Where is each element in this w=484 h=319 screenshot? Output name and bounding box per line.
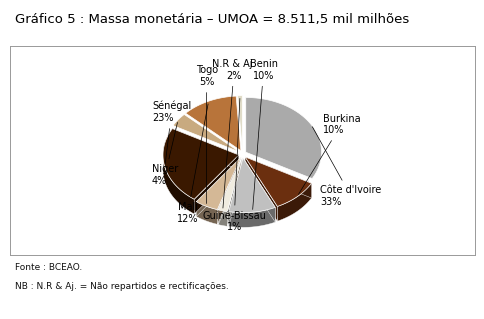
Text: Togo
5%: Togo 5% [195,65,217,204]
Polygon shape [242,158,275,222]
Polygon shape [228,207,275,227]
PathPatch shape [185,96,241,151]
Polygon shape [163,129,194,214]
Polygon shape [197,198,219,221]
Text: Guiné-Bissau
1%: Guiné-Bissau 1% [202,99,265,232]
Text: Sénégal
23%: Sénégal 23% [151,101,191,164]
PathPatch shape [244,157,311,206]
Polygon shape [218,158,241,225]
Text: NB : N.R & Aj. = Não repartidos e rectificações.: NB : N.R & Aj. = Não repartidos e rectif… [15,282,228,291]
PathPatch shape [228,158,275,213]
PathPatch shape [173,115,239,152]
PathPatch shape [237,96,242,150]
PathPatch shape [163,129,238,199]
Polygon shape [228,204,274,224]
Polygon shape [228,158,242,226]
Polygon shape [274,181,308,219]
Polygon shape [277,183,311,221]
Text: Mali
12%: Mali 12% [177,104,208,224]
Text: Benin
10%: Benin 10% [249,59,277,210]
Polygon shape [244,157,311,198]
Text: Gráfico 5 : Massa monetária – UMOA = 8.511,5 mil milhões: Gráfico 5 : Massa monetária – UMOA = 8.5… [15,13,408,26]
PathPatch shape [196,158,240,210]
Polygon shape [166,128,197,213]
Polygon shape [218,210,227,226]
Text: Fonte : BCEAO.: Fonte : BCEAO. [15,263,82,272]
Polygon shape [217,158,240,224]
Text: Burkina
10%: Burkina 10% [298,114,360,195]
Polygon shape [227,158,241,226]
Polygon shape [196,158,240,217]
PathPatch shape [245,98,321,179]
Polygon shape [219,206,228,223]
Polygon shape [196,202,217,224]
Polygon shape [244,157,277,221]
PathPatch shape [218,158,241,211]
Polygon shape [194,155,238,214]
Text: N.R & Aj.
2%: N.R & Aj. 2% [212,59,255,208]
Polygon shape [172,129,238,170]
Text: Côte d'Ivoire
33%: Côte d'Ivoire 33% [312,127,381,207]
Text: Niger
4%: Niger 4% [151,122,178,186]
